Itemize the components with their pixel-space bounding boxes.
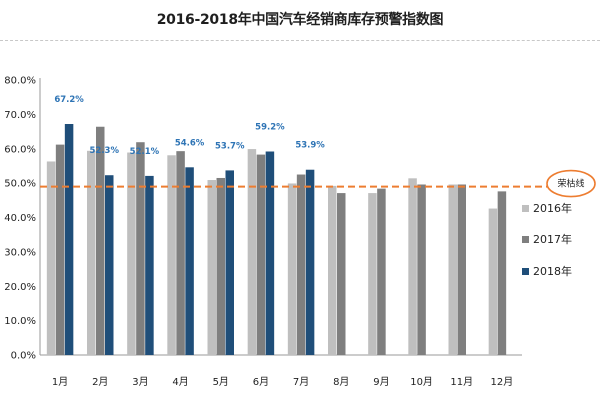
x-tick-label: 11月 (450, 376, 473, 388)
x-tick-label: 8月 (333, 376, 349, 388)
bar-2018年-7月 (305, 169, 315, 355)
reference-label-oval (546, 169, 596, 198)
y-tick-label: 60.0% (4, 144, 36, 155)
bar-2017年-3月 (136, 142, 145, 355)
bar-2017年-11月 (457, 184, 466, 355)
bar-2017年-2月 (96, 126, 105, 355)
bar-2016年-12月 (488, 208, 498, 355)
bar-2018年-6月 (265, 151, 275, 355)
bar-2017年-5月 (216, 177, 225, 355)
x-tick-label: 2月 (92, 376, 108, 388)
bar-2017年-10月 (417, 184, 426, 355)
legend-label: 2017年 (533, 232, 572, 246)
bar-2017年-6月 (256, 154, 266, 355)
bar-2017年-8月 (337, 193, 346, 355)
bar-2016年-1月 (46, 161, 56, 355)
x-tick-label: 3月 (132, 376, 148, 388)
data-label-2018: 53.7% (215, 141, 245, 151)
data-label-2018: 52.1% (130, 147, 160, 157)
data-label-2018: 59.2% (255, 123, 285, 133)
x-tick-label: 10月 (410, 376, 433, 388)
y-tick-label: 80.0% (4, 76, 36, 87)
x-tick-label: 9月 (373, 376, 389, 388)
y-tick-label: 70.0% (4, 110, 36, 121)
x-tick-label: 12月 (491, 376, 514, 388)
bar-2018年-4月 (185, 167, 194, 355)
legend-label: 2016年 (533, 201, 572, 215)
legend-swatch-2016年 (522, 205, 529, 212)
legend-swatch-2018年 (522, 268, 529, 275)
x-tick-label: 6月 (253, 376, 269, 388)
bar-2016年-4月 (167, 155, 176, 355)
y-tick-label: 10.0% (4, 316, 36, 327)
bar-2016年-6月 (247, 149, 257, 355)
reference-line-label: 荣枯线 (557, 178, 584, 190)
legend-label: 2018年 (533, 264, 572, 278)
data-label-2018: 52.3% (90, 146, 120, 156)
bar-2017年-7月 (296, 174, 306, 355)
x-tick-label: 7月 (293, 376, 309, 388)
x-tick-label: 5月 (213, 376, 229, 388)
x-tick-label: 1月 (52, 376, 68, 388)
bar-2017年-4月 (176, 151, 185, 355)
bar-2016年-10月 (408, 178, 417, 355)
y-tick-label: 40.0% (4, 213, 36, 224)
bar-2016年-11月 (448, 184, 457, 355)
bar-2016年-7月 (287, 183, 297, 355)
bar-2018年-1月 (64, 124, 74, 355)
bar-2016年-8月 (328, 185, 337, 355)
bar-2017年-9月 (377, 188, 386, 355)
bar-2016年-3月 (127, 152, 136, 355)
x-tick-label: 4月 (172, 376, 188, 388)
bar-2018年-2月 (105, 175, 114, 355)
y-tick-label: 30.0% (4, 247, 36, 258)
bar-2018年-5月 (225, 170, 234, 355)
title-divider (0, 40, 600, 41)
y-tick-label: 50.0% (4, 179, 36, 190)
y-tick-label: 0.0% (11, 351, 36, 362)
data-label-2018: 54.6% (175, 138, 205, 148)
legend-swatch-2017年 (522, 236, 529, 243)
y-tick-label: 20.0% (4, 282, 36, 293)
bar-2018年-3月 (145, 175, 154, 355)
bar-2016年-5月 (207, 180, 216, 355)
bar-2017年-12月 (497, 191, 507, 355)
bar-2017年-1月 (55, 144, 65, 355)
data-label-2018: 53.9% (295, 141, 325, 151)
chart-title: 2016-2018年中国汽车经销商库存预警指数图 (156, 12, 444, 28)
bar-2016年-2月 (87, 150, 96, 355)
bar-2016年-9月 (368, 193, 377, 355)
data-label-2018: 67.2% (54, 95, 84, 105)
